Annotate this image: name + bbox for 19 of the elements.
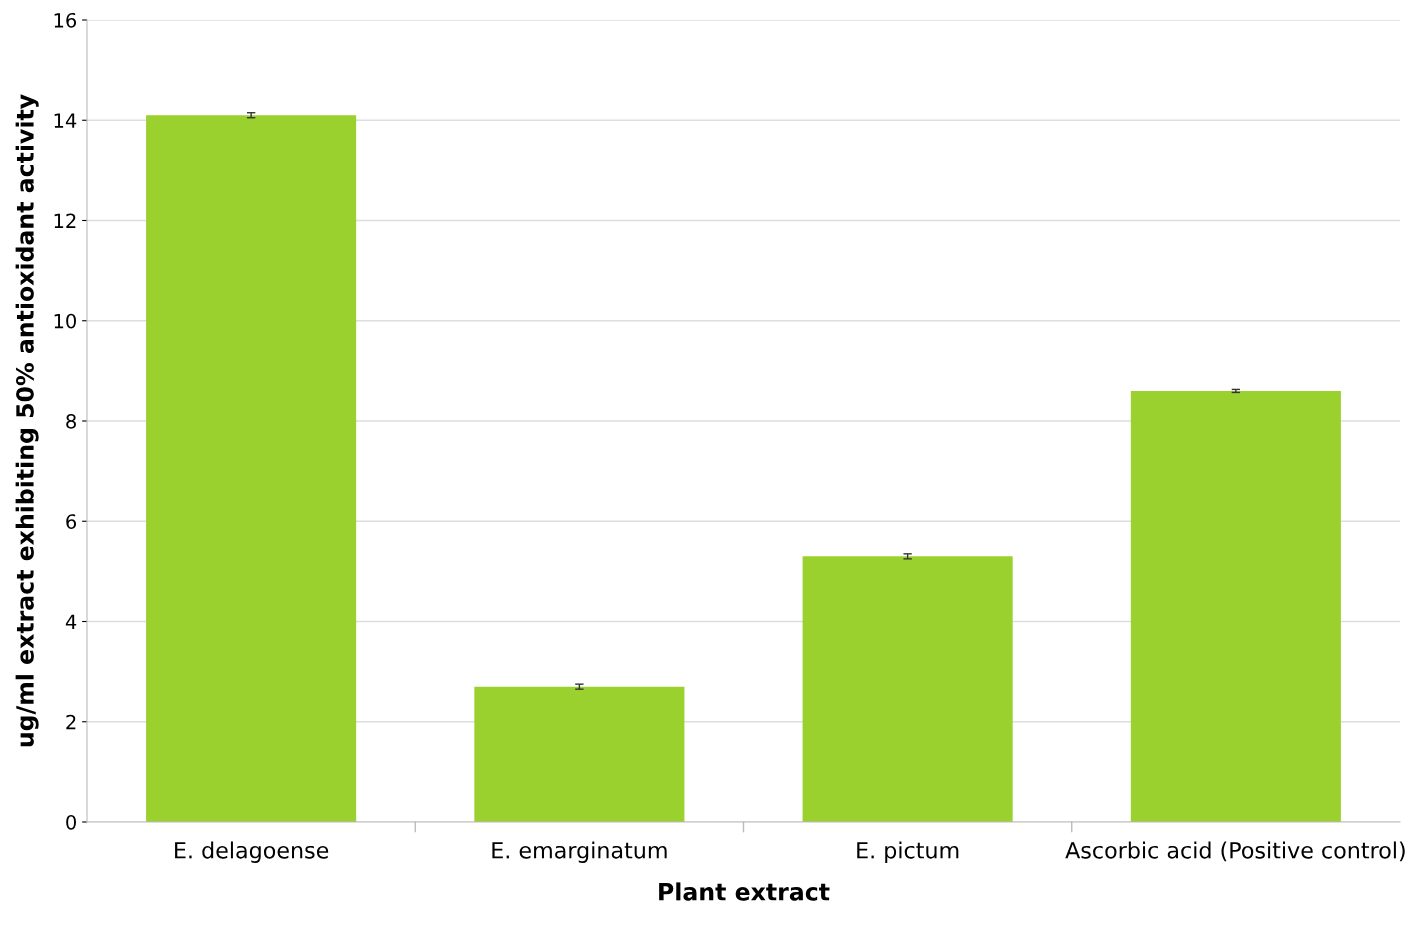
bar — [146, 115, 357, 822]
y-tick-label: 2 — [66, 714, 76, 730]
bar — [1130, 390, 1341, 822]
y-tick-label: 16 — [54, 12, 77, 28]
bar — [474, 686, 685, 822]
y-tick-label: 4 — [65, 614, 77, 629]
y-axis-title: ug/ml extract exhibiting 50% antioxidant activity — [15, 94, 39, 747]
x-axis-title: Plant extract — [659, 882, 830, 901]
y-tick-label: 14 — [54, 113, 77, 128]
y-tick-label: 12 — [54, 213, 76, 228]
y-tick-label: 0 — [66, 814, 76, 830]
bar — [802, 556, 1013, 822]
x-tick-label: E. emarginatum — [492, 841, 667, 863]
y-tick-label: 10 — [54, 313, 76, 329]
y-tick-label: 8 — [66, 413, 76, 429]
x-tick-label: Ascorbic acid (Positive control) — [1065, 841, 1405, 862]
x-tick-label: E. delagoense — [175, 841, 329, 863]
x-tick-label: E. pictum — [857, 841, 959, 863]
y-tick-label: 6 — [66, 514, 77, 529]
